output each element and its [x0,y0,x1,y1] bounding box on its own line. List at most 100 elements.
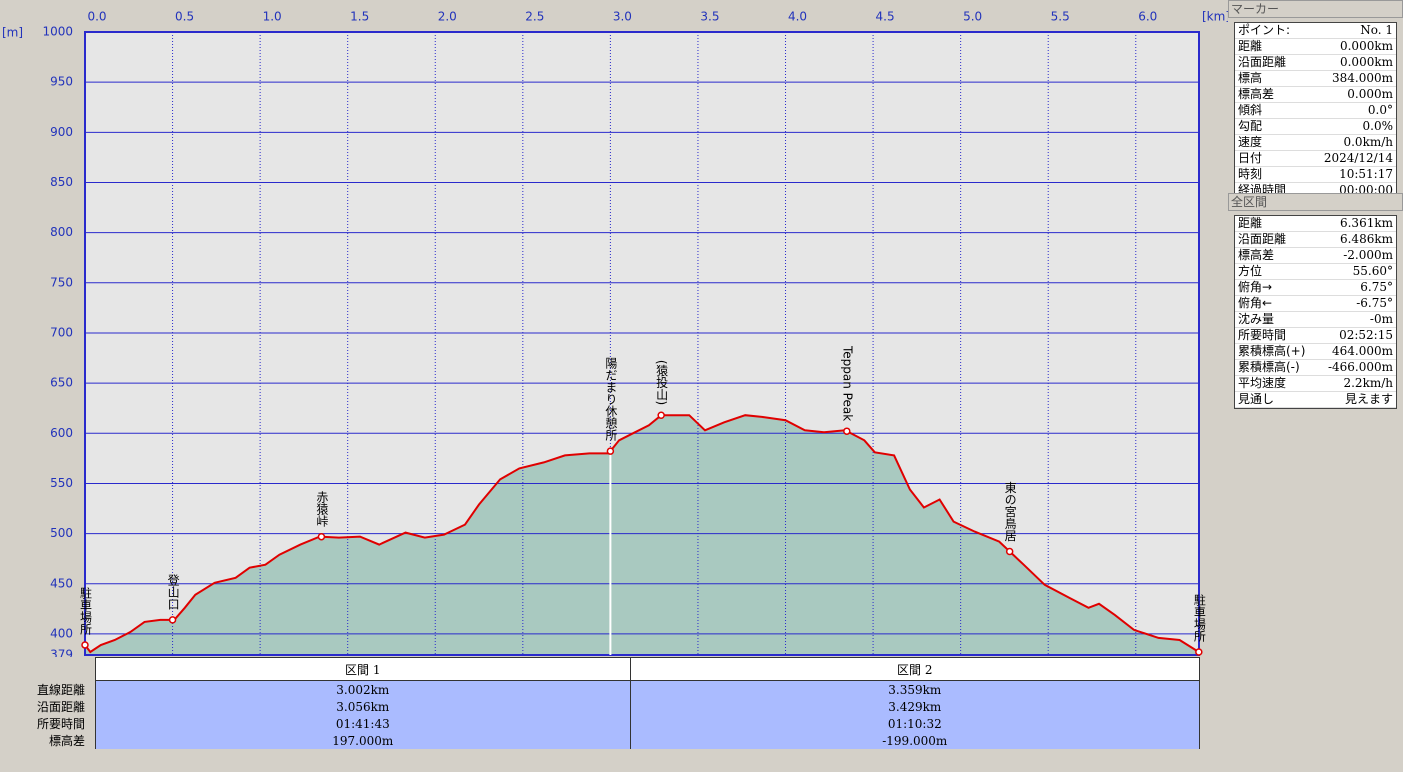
cell: 3.359km [629,680,1201,698]
row-label: 所要時間 [0,715,96,732]
y-tick-label: 800 [50,225,73,239]
x-tick-label: 0.0 [87,10,106,24]
panel-row: 距離 0.000km [1235,39,1396,55]
field-label: ポイント: [1238,23,1291,37]
waypoint-label: Teppan Peak [840,345,854,421]
field-label: 俯角← [1238,296,1273,310]
panel-row: 沿面距離 6.486km [1235,232,1396,248]
profile-area [85,415,1199,655]
corner [0,657,96,681]
field-value: -2.000m [1343,248,1393,262]
field-label: 累積標高(+) [1238,344,1306,358]
field-value: 0.0% [1362,119,1394,133]
x-tick-label: 3.0 [613,10,632,24]
y-tick-label: 700 [50,325,73,339]
y-tick-label: 550 [50,476,73,490]
panel-row: 傾斜 0.0° [1235,103,1396,119]
panel-title: マーカー [1228,0,1403,18]
cell: -199.000m [629,732,1201,749]
x-tick-label: 4.0 [788,10,807,24]
section-row: 沿面距離 3.056km 3.429km [0,698,1201,715]
total-panel: 全区間 距離 6.361km 沿面距離 6.486km 標高差 -2.000m 方位 55.60… [1228,193,1403,409]
field-label: 標高差 [1238,248,1275,262]
section-header: 区間 1 [95,657,631,681]
field-label: 勾配 [1238,119,1263,133]
y-tick-label: 450 [50,576,73,590]
field-value: 0.000km [1339,39,1393,53]
y-tick-label: 900 [50,125,73,139]
waypoint [1005,547,1014,556]
field-label: 俯角→ [1238,280,1273,294]
y-tick-label: 500 [50,526,73,540]
field-value: -466.000m [1327,360,1393,374]
x-tick-label: 6.0 [1138,10,1157,24]
x-tick-label: 1.5 [350,10,369,24]
field-label: 所要時間 [1238,328,1287,342]
field-value: 55.60° [1352,264,1393,278]
y-tick-label: 950 [50,75,73,89]
field-value: 6.486km [1339,232,1393,246]
x-tick-label: 0.5 [175,10,194,24]
cell: 01:10:32 [629,715,1201,732]
row-label: 直線距離 [0,680,96,698]
field-value: 0.0° [1367,103,1393,117]
chart: 379 400 450 500 550 600 650 700 750 800 850 900 950 1… [2,10,1228,658]
section-row: 所要時間 01:41:43 01:10:32 [0,715,1201,732]
x-unit: [km] [1202,10,1228,24]
y-tick-label: 750 [50,275,73,289]
panel-row: 見通し 見えます [1235,392,1396,408]
y-unit: [m] [2,26,23,40]
field-label: 日付 [1238,151,1263,165]
profile-line [84,414,1200,654]
field-label: 沿面距離 [1238,55,1287,69]
waypoint [657,411,665,419]
field-value: 10:51:17 [1339,167,1393,181]
cell: 3.429km [629,698,1201,715]
y-tick-label: 400 [50,626,73,640]
header-row: 区間 1 区間 2 [0,657,1201,681]
field-value: 6.75° [1360,280,1393,294]
panel-row: 日付 2024/12/14 [1235,151,1396,167]
panel-row: 標高 384.000m [1235,71,1396,87]
waypoint [1195,648,1203,656]
panel-row: 距離 6.361km [1235,216,1396,232]
field-value: 464.000m [1331,344,1393,358]
waypoint-label: 赤猿峠 [315,490,329,526]
panel-row: 勾配 0.0% [1235,119,1396,135]
waypoint [168,616,177,624]
waypoint-label: 陽だまり休憩所 [604,357,618,441]
field-value: 02:52:15 [1339,328,1393,342]
row-label: 標高差 [0,732,96,749]
row-label: 沿面距離 [0,698,96,715]
panel-row: ポイント: No. 1 [1235,23,1396,39]
section-row: 直線距離 3.002km 3.359km [0,680,1201,698]
section-table: 区間 1 区間 2 直線距離 3.002km 3.359km 沿面距離 3.056km 3.4… [0,657,1201,749]
field-label: 方位 [1238,264,1263,278]
field-label: 標高差 [1238,87,1275,101]
panel-row: 時刻 10:51:17 [1235,167,1396,183]
field-value: 2024/12/14 [1323,151,1393,165]
x-tick-label: 5.0 [963,10,982,24]
panel-row: 俯角→ 6.75° [1235,280,1396,296]
field-value: -6.75° [1356,296,1393,310]
waypoint [317,532,326,541]
field-value: -0m [1369,312,1393,326]
field-label: 距離 [1238,39,1263,53]
y-tick-label: 379 [50,648,73,658]
waypoint [843,427,851,435]
field-value: 384.000m [1331,71,1393,85]
x-tick-label: 3.5 [700,10,719,24]
y-tick-label: 650 [50,376,73,390]
cell: 01:41:43 [95,715,631,732]
section-row: 標高差 197.000m -199.000m [0,732,1201,749]
marker-panel: マーカーポイント: No. 1 距離 0.000km 沿面距離 0.000km 標高 384.… [1228,0,1403,200]
panel-row: 俯角← -6.75° [1235,296,1396,312]
field-label: 距離 [1238,216,1263,230]
x-tick-label: 2.0 [438,10,457,24]
panel-body: ポイント: No. 1 距離 0.000km 沿面距離 0.000km 標高 384.000m… [1234,22,1397,200]
field-value: 0.000m [1347,87,1393,101]
x-tick-label: 4.5 [876,10,895,24]
panel-body: 距離 6.361km 沿面距離 6.486km 標高差 -2.000m 方位 55.60° 俯角… [1234,215,1397,409]
field-value: 2.2km/h [1343,376,1393,390]
